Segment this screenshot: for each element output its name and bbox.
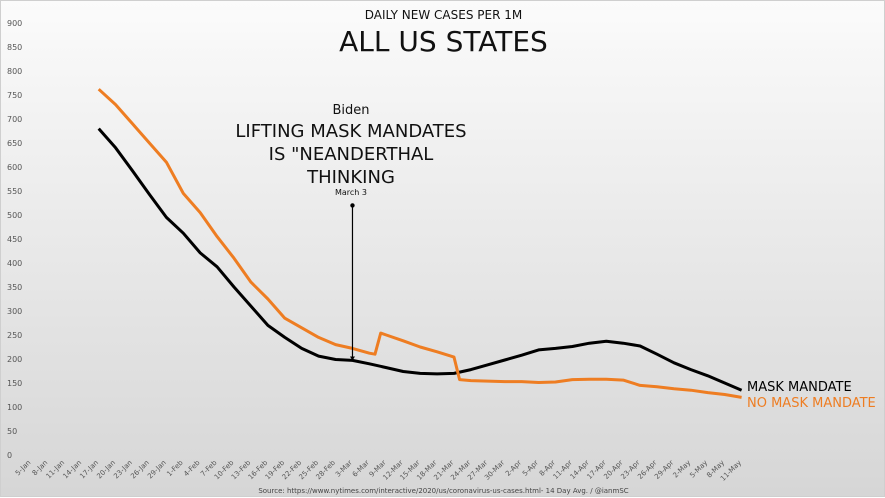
y-tick-label: 350 [7, 283, 22, 292]
legend-mask-mandate: MASK MANDATE [747, 380, 852, 395]
y-tick-label: 850 [7, 43, 22, 52]
x-tick-label: 5-Jan [14, 459, 33, 478]
annotation-line-2: LIFTING MASK MANDATES [235, 121, 467, 142]
x-tick-label: 2-Apr [504, 459, 523, 478]
x-tick-label: 3-Mar [334, 459, 354, 479]
y-tick-label: 700 [7, 115, 22, 124]
annotation-line-3: IS "NEANDERTHAL [268, 144, 434, 165]
x-tick-label: 5-May [688, 459, 709, 480]
x-tick-label: 2-May [671, 459, 692, 480]
x-tick-label: 5-Apr [521, 459, 540, 478]
y-tick-label: 750 [7, 91, 22, 100]
chart-subtitle: DAILY NEW CASES PER 1M [364, 8, 523, 22]
y-tick-label: 300 [7, 307, 22, 316]
annotation-pointer-dot [350, 203, 355, 208]
y-tick-label: 600 [7, 163, 22, 172]
x-tick-label: 29-Apr [653, 459, 675, 481]
source-note: Source: https://www.nytimes.com/interact… [258, 487, 629, 495]
y-tick-label: 650 [7, 139, 22, 148]
x-tick-label: 6-Mar [351, 459, 371, 479]
series-line-no-mask-mandate [97, 88, 742, 399]
y-tick-label: 150 [7, 379, 22, 388]
annotation-arrowhead [349, 356, 355, 361]
x-tick-label: 28-Feb [314, 458, 337, 481]
chart-title: ALL US STATES [339, 25, 548, 58]
annotation-date: March 3 [334, 188, 368, 197]
y-tick-label: 400 [7, 259, 22, 268]
series-line-mask-mandate [97, 127, 743, 392]
x-tick-label: 29-Jan [146, 459, 168, 481]
legend-no-mask-mandate: NO MASK MANDATE [747, 396, 876, 411]
y-tick-label: 100 [7, 403, 22, 412]
y-tick-label: 250 [7, 331, 22, 340]
y-tick-label: 0 [7, 451, 12, 460]
y-tick-label: 50 [7, 427, 17, 436]
annotation-biden: Biden [332, 103, 370, 118]
x-tick-label: 4-Feb [182, 458, 202, 478]
y-tick-label: 200 [7, 355, 22, 364]
annotation-line-4: THINKING [307, 167, 395, 188]
y-tick-label: 450 [7, 235, 22, 244]
y-tick-label: 900 [7, 19, 22, 28]
x-tick-label: 1-Feb [165, 458, 185, 478]
y-tick-label: 550 [7, 187, 22, 196]
y-tick-label: 500 [7, 211, 22, 220]
y-tick-label: 800 [7, 67, 22, 76]
